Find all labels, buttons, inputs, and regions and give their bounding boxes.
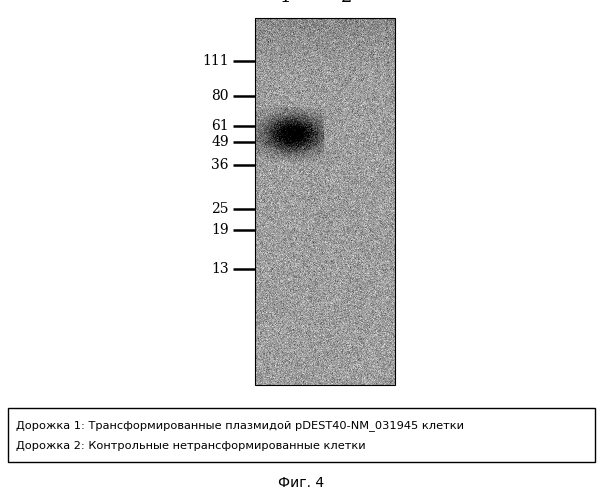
Text: 25: 25 xyxy=(212,202,229,216)
Text: 19: 19 xyxy=(212,223,229,237)
Text: 2: 2 xyxy=(340,0,352,6)
Bar xyxy=(8,408,595,462)
Bar xyxy=(255,18,395,385)
Text: Фиг. 4: Фиг. 4 xyxy=(279,476,324,490)
Text: 36: 36 xyxy=(212,158,229,172)
Text: 13: 13 xyxy=(212,262,229,276)
Text: 111: 111 xyxy=(203,54,229,68)
Text: 49: 49 xyxy=(212,135,229,149)
Text: 1: 1 xyxy=(280,0,291,6)
Text: 80: 80 xyxy=(212,89,229,103)
Text: 61: 61 xyxy=(212,120,229,134)
Text: Дорожка 1: Трансформированные плазмидой pDEST40-NM_031945 клетки: Дорожка 1: Трансформированные плазмидой … xyxy=(16,420,464,432)
Text: Дорожка 2: Контрольные нетрансформированные клетки: Дорожка 2: Контрольные нетрансформирован… xyxy=(16,441,365,451)
